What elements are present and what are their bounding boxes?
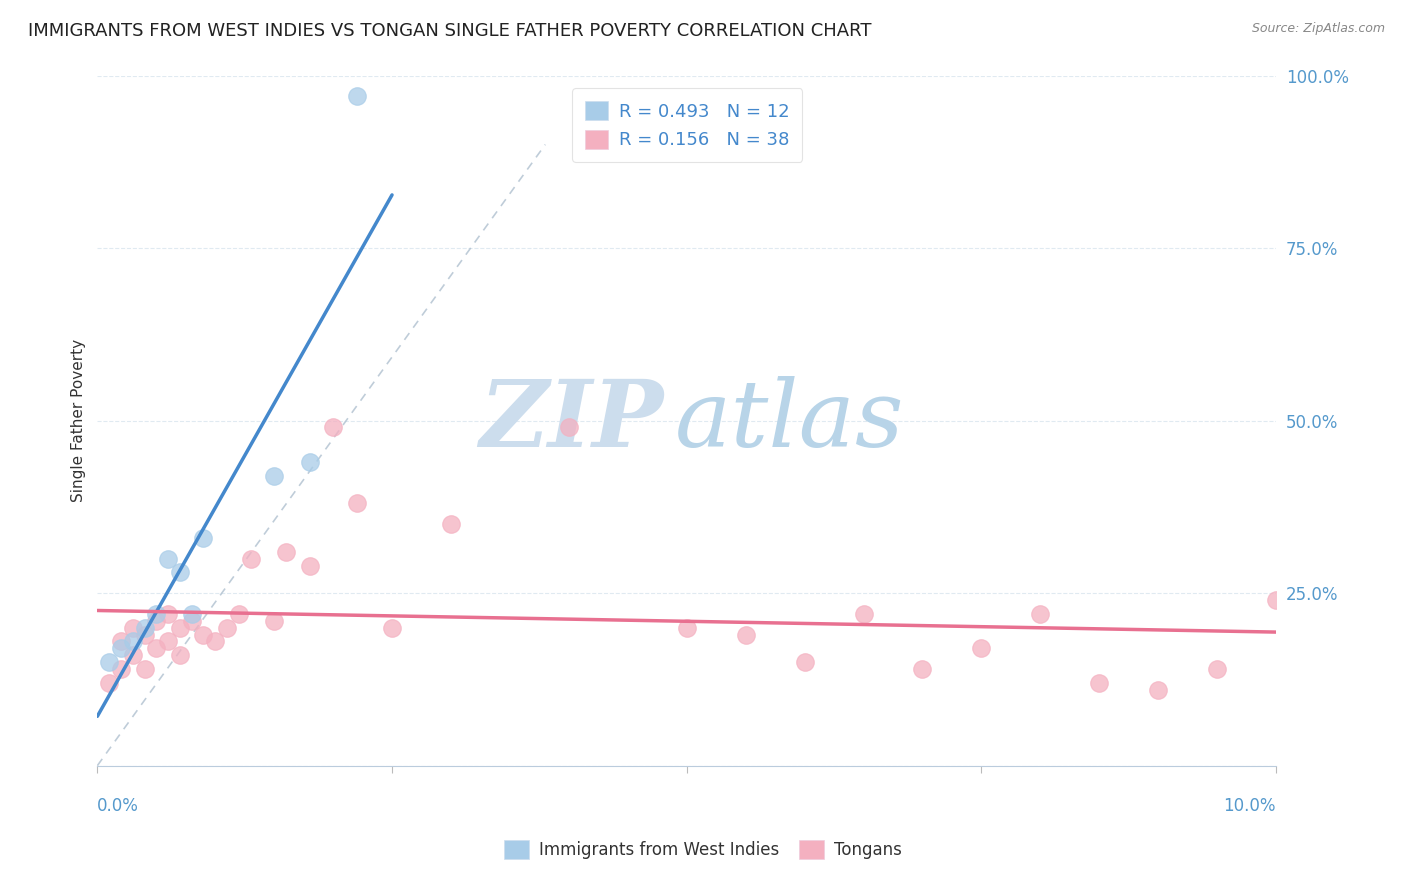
Point (134, 627, 156, 641)
Text: IMMIGRANTS FROM WEST INDIES VS TONGAN SINGLE FATHER POVERTY CORRELATION CHART: IMMIGRANTS FROM WEST INDIES VS TONGAN SI… (28, 22, 872, 40)
Text: 10.0%: 10.0% (1223, 797, 1277, 814)
Text: Source: ZipAtlas.com: Source: ZipAtlas.com (1251, 22, 1385, 36)
Point (734, 627, 756, 641)
Point (298, 558, 321, 573)
Point (169, 648, 191, 663)
Point (228, 607, 250, 621)
Point (157, 607, 180, 621)
Point (110, 662, 132, 676)
Point (381, 621, 404, 635)
Point (145, 607, 167, 621)
Y-axis label: Single Father Poverty: Single Father Poverty (72, 339, 86, 502)
Point (298, 455, 321, 469)
Point (157, 551, 180, 566)
Point (145, 614, 167, 628)
Point (1265, 593, 1288, 607)
Point (675, 621, 697, 635)
Point (1029, 607, 1052, 621)
Point (558, 420, 581, 434)
Point (157, 634, 180, 648)
Point (134, 662, 156, 676)
Point (440, 517, 463, 532)
Point (145, 641, 167, 656)
Text: atlas: atlas (675, 376, 904, 466)
Point (121, 648, 143, 663)
Text: ZIP: ZIP (479, 376, 664, 466)
Point (263, 468, 285, 483)
Legend: Immigrants from West Indies, Tongans: Immigrants from West Indies, Tongans (498, 834, 908, 866)
Point (852, 607, 875, 621)
Legend: R = 0.493   N = 12, R = 0.156   N = 38: R = 0.493 N = 12, R = 0.156 N = 38 (572, 88, 803, 162)
Point (322, 420, 344, 434)
Point (180, 614, 202, 628)
Point (180, 607, 202, 621)
Point (169, 621, 191, 635)
Point (346, 89, 368, 103)
Point (1206, 662, 1229, 676)
Point (193, 627, 215, 641)
Point (1088, 676, 1111, 690)
Point (263, 614, 285, 628)
Text: 0.0%: 0.0% (97, 797, 139, 814)
Point (1147, 682, 1170, 697)
Point (970, 641, 993, 656)
Point (98, 655, 121, 669)
Point (193, 531, 215, 545)
Point (911, 662, 934, 676)
Point (110, 641, 132, 656)
Point (121, 621, 143, 635)
Point (98, 676, 121, 690)
Point (134, 621, 156, 635)
Point (121, 634, 143, 648)
Point (204, 634, 226, 648)
Point (346, 496, 368, 510)
Point (169, 566, 191, 580)
Point (215, 621, 238, 635)
Point (274, 545, 297, 559)
Point (239, 551, 262, 566)
Point (793, 655, 815, 669)
Point (110, 634, 132, 648)
